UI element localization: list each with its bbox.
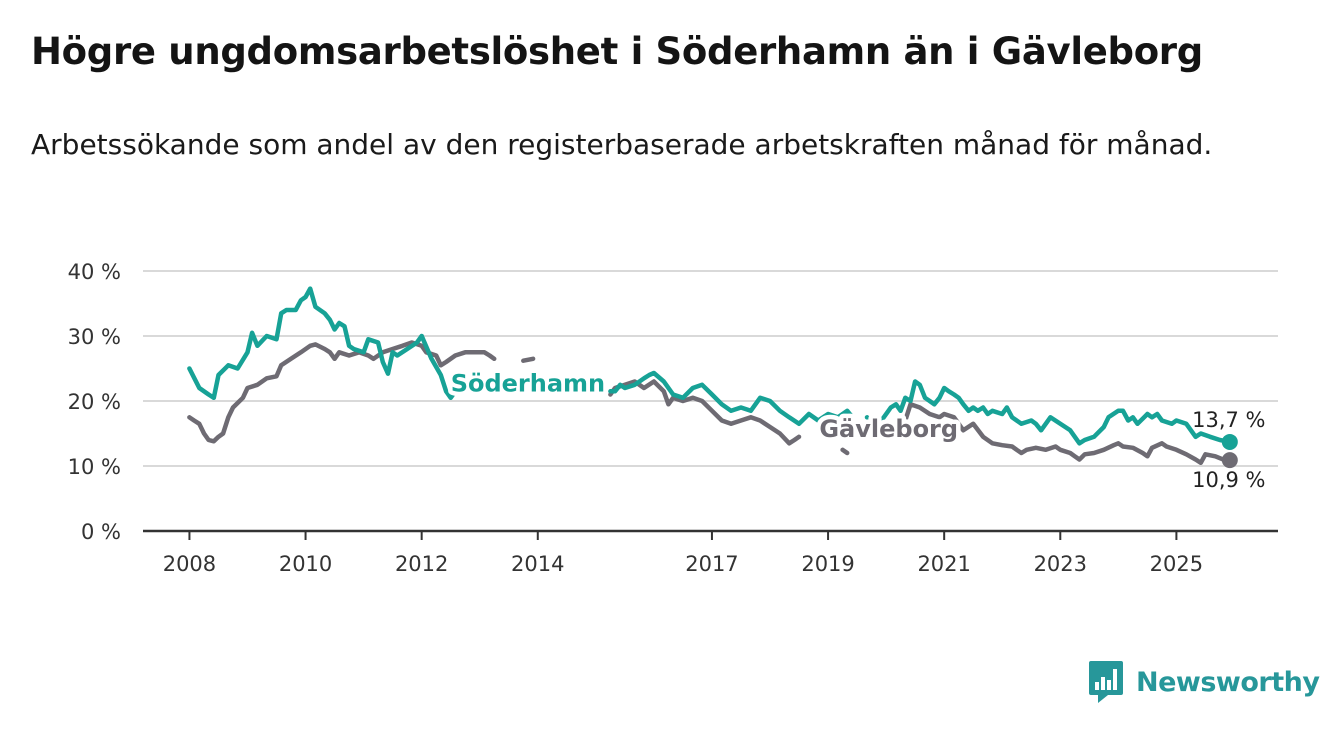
gavleborg-label-halo: Gävleborg [819, 415, 958, 443]
gavleborg-end-value-label: 10,9 % [1192, 468, 1265, 492]
chart-subtitle: Arbetssökande som andel av den registerb… [31, 128, 1213, 161]
gavleborg-series-line [903, 402, 1233, 466]
y-axis: 0 % 10 % 20 % 30 % 40 % [68, 260, 121, 544]
soderhamn-series-line [187, 286, 458, 401]
x-tick-label: 2025 [1150, 552, 1203, 576]
gavleborg-series-line [521, 356, 536, 363]
chart-title: Högre ungdomsarbetslöshet i Söderhamn än… [31, 30, 1203, 73]
gavleborg-end-point [1221, 452, 1238, 469]
brand-logo-block: Newsworthy [1088, 660, 1320, 704]
x-tick-label: 2023 [1034, 552, 1087, 576]
soderhamn-series-line [608, 370, 855, 427]
soderhamn-series-line [879, 379, 1233, 446]
gavleborg-series-line [187, 340, 497, 444]
y-tick-label: 10 % [68, 455, 121, 479]
x-tick-label: 2008 [163, 552, 216, 576]
x-axis: 2008 2010 2012 2014 2017 2019 2021 2023 2025 [143, 529, 1278, 576]
brand-name: Newsworthy [1136, 666, 1320, 698]
x-tick-label: 2014 [511, 552, 564, 576]
gavleborg-series-line [840, 447, 850, 456]
x-tick-label: 2012 [395, 552, 448, 576]
x-tick-label: 2019 [801, 552, 854, 576]
y-tick-label: 40 % [68, 260, 121, 284]
series-lines [187, 286, 1238, 469]
x-tick-label: 2010 [279, 552, 332, 576]
series-labels: 13,7 %10,9 %SöderhamnSöderhamnGävleborgG… [446, 365, 1265, 492]
soderhamn-series-line [864, 415, 874, 423]
y-tick-label: 0 % [81, 520, 121, 544]
soderhamn-series-label: Söderhamn [451, 369, 605, 397]
chart-bar-icon [1089, 661, 1123, 703]
y-tick-label: 20 % [68, 390, 121, 414]
gavleborg-series-line [608, 379, 802, 446]
soderhamn-end-point [1221, 433, 1238, 450]
x-tick-label: 2017 [685, 552, 738, 576]
gavleborg-series-label: Gävleborg [819, 415, 958, 443]
grid-lines [143, 270, 1278, 467]
y-tick-label: 30 % [68, 325, 121, 349]
soderhamn-label-halo: Söderhamn [451, 369, 605, 397]
soderhamn-end-value-label: 13,7 % [1192, 408, 1265, 432]
x-tick-label: 2021 [917, 552, 970, 576]
